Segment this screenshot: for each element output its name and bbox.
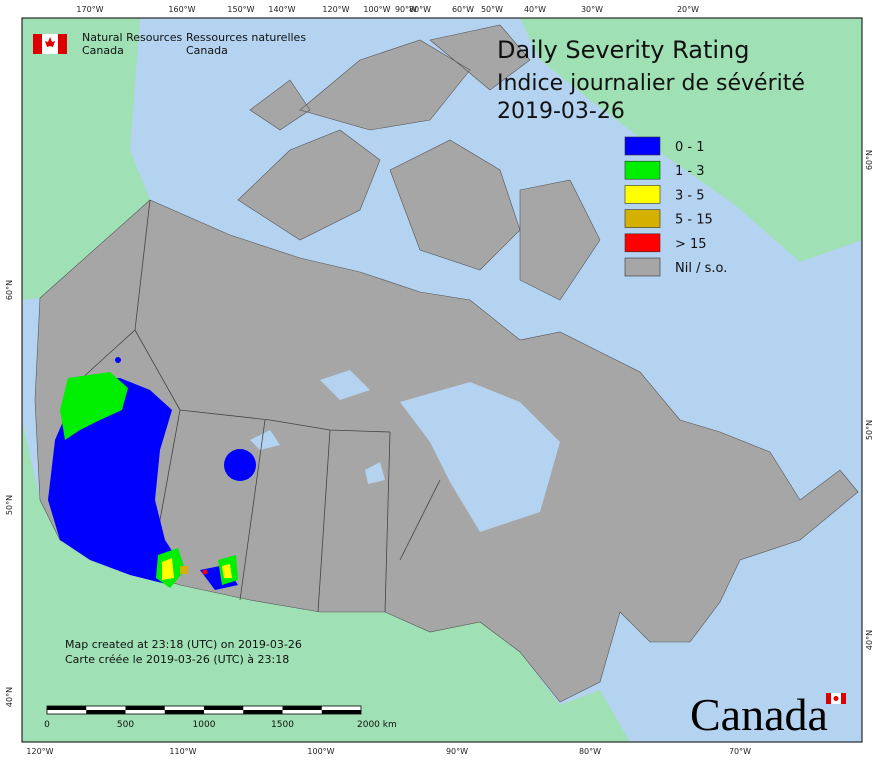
lakes: [250, 370, 385, 484]
graticule-label: 60°W: [452, 5, 474, 14]
graticule-label: 50°N: [865, 420, 874, 440]
graticule-label: 150°W: [227, 5, 254, 14]
scale-segment: [86, 710, 126, 714]
wordmark-flag: [841, 693, 846, 704]
arctic-islands: [237, 24, 601, 301]
graticule-label: 140°W: [268, 5, 295, 14]
fire-area: [115, 357, 121, 363]
legend-swatch: [624, 185, 661, 204]
graticule-labels: 170°W 160°W 150°W 140°W 120°W 100°W 90°W80°W 60…: [5, 5, 874, 756]
legend-label: 0 - 1: [675, 140, 705, 155]
flag-bar: [58, 34, 67, 54]
legend-swatch: [624, 209, 661, 228]
graticule-label: 40°N: [5, 687, 14, 707]
fire-area: [60, 372, 128, 440]
scale-segment: [125, 706, 165, 710]
fire-areas: [48, 357, 256, 590]
scale-label: 0: [44, 720, 50, 730]
wordmark: Canada: [690, 689, 828, 740]
logo-en: Natural Resources: [82, 31, 183, 44]
fire-area: [202, 569, 208, 575]
legend-label: 5 - 15: [675, 213, 713, 228]
graticule-label: 90°W: [395, 5, 417, 14]
graticule-label: 120°W: [322, 5, 349, 14]
graticule-label: 40°W: [524, 5, 546, 14]
legend-label: > 15: [675, 237, 707, 252]
hudson-bay: [400, 382, 560, 532]
graticule-label: 60°N: [865, 150, 874, 170]
scale-bar: 0 500 1000 1500 2000 km: [44, 705, 397, 730]
graticule-label: 30°W: [581, 5, 603, 14]
wordmark-flag: [833, 696, 839, 701]
legend-swatch: [624, 233, 661, 253]
graticule-label: 160°W: [168, 5, 195, 14]
scale-segment: [321, 710, 361, 714]
graticule-label: 20°W: [677, 5, 699, 14]
maple-leaf: [45, 37, 55, 47]
fire-area: [180, 566, 188, 574]
scale-segment: [164, 710, 204, 714]
scale-label: 500: [117, 720, 134, 730]
scale-segment: [47, 706, 87, 710]
created-note: Map created at 23:18 (UTC) on 2019-03-26: [65, 638, 302, 651]
fire-area: [224, 449, 256, 481]
title-line: Indice journalier de sévérité: [497, 71, 805, 96]
graticule-label: 120°W: [26, 747, 53, 756]
graticule-label: 60°N: [5, 280, 14, 300]
legend-swatch: [624, 257, 661, 277]
scale-segment: [243, 710, 283, 714]
united-states: [22, 420, 630, 742]
footer: Map created at 23:18 (UTC) on 2019-03-26…: [44, 638, 846, 740]
alaska: [22, 18, 150, 300]
legend-swatch: [624, 160, 661, 180]
map-frame: [21, 17, 863, 743]
logo-en: Canada: [82, 44, 124, 57]
graticule-label: 50°W: [481, 5, 503, 14]
graticule-label: 70°W: [729, 747, 751, 756]
map-border: [21, 17, 863, 743]
title: Daily Severity Rating Indice journalier …: [497, 36, 805, 124]
legend-swatch: [624, 136, 661, 156]
logo-fr: Canada: [186, 44, 228, 57]
legend-label: 3 - 5: [675, 188, 705, 203]
legend-label: Nil / s.o.: [675, 261, 727, 276]
fire-area: [156, 548, 238, 588]
scale-segment: [282, 706, 322, 710]
scale-label: 2000 km: [357, 720, 397, 730]
greenland: [520, 18, 862, 262]
created-note: Carte créée le 2019-03-26 (UTC) à 23:18: [65, 653, 289, 666]
scale-segment: [204, 706, 244, 710]
graticule-label: 80°W: [579, 747, 601, 756]
wordmark-flag: [826, 693, 831, 704]
logo-fr: Ressources naturelles: [186, 31, 306, 44]
legend: 0 - 1 1 - 3 3 - 5 5 - 15 > 15 Nil / s.o.: [624, 136, 727, 277]
graticule-label: 100°W: [363, 5, 390, 14]
flag-bar: [33, 34, 42, 54]
graticule-label: 100°W: [307, 747, 334, 756]
title-line: 2019-03-26: [497, 99, 625, 124]
fire-area: [162, 558, 232, 580]
graticule-label: 80°W: [409, 5, 431, 14]
graticule-label: 40°N: [865, 630, 874, 650]
graticule-label: 170°W: [76, 5, 103, 14]
scale-label: 1000: [193, 720, 216, 730]
scale-label: 1500: [271, 720, 294, 730]
logo: Natural Resources Canada Ressources natu…: [33, 31, 306, 57]
graticule-label: 50°N: [5, 495, 14, 515]
graticule-label: 90°W: [446, 747, 468, 756]
legend-label: 1 - 3: [675, 164, 705, 179]
graticule-label: 110°W: [169, 747, 196, 756]
provincial-borders: [79, 199, 441, 613]
title-line: Daily Severity Rating: [497, 36, 749, 64]
